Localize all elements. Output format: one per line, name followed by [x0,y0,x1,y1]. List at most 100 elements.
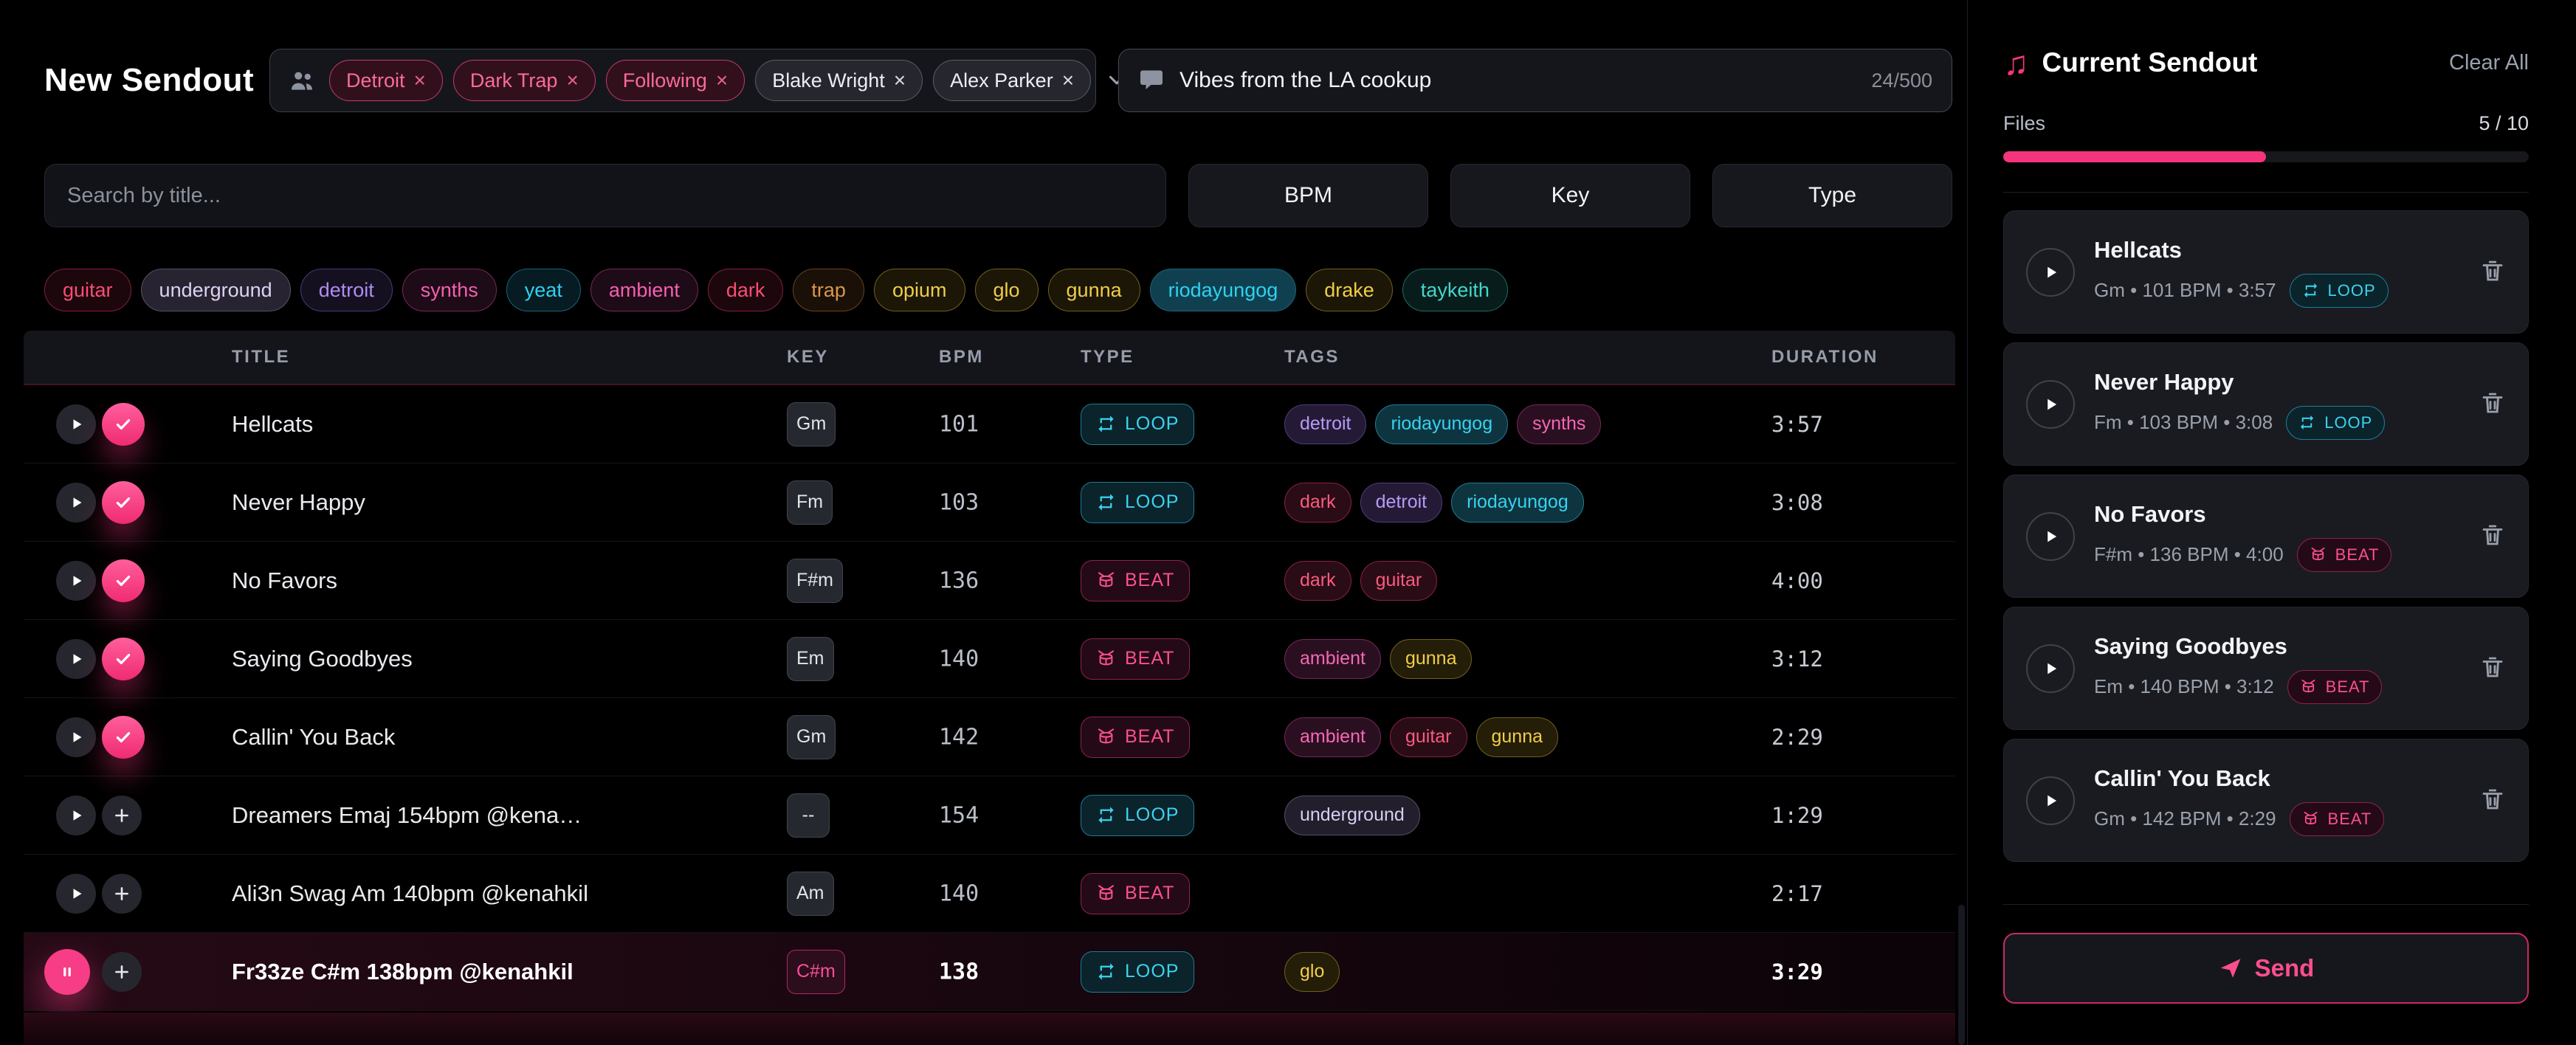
tag-filter-pill[interactable]: synths [402,269,497,311]
add-to-sendout-button[interactable] [102,873,142,914]
item-play-button[interactable] [2026,379,2075,429]
drum-icon [1098,650,1115,666]
added-check-button[interactable] [102,637,145,680]
tag-filter-pill[interactable]: opium [873,269,965,311]
tag-pill[interactable]: dark [1284,560,1351,601]
play-icon [73,731,82,742]
add-to-sendout-button[interactable] [102,951,142,992]
tag-filter-pill[interactable]: ambient [590,269,698,311]
drum-icon [1098,885,1115,900]
pause-icon [63,967,71,976]
item-play-button[interactable] [2026,776,2075,825]
recipient-chip[interactable]: Dark Trap × [452,60,596,101]
message-box[interactable]: 24/500 [1118,49,1952,112]
item-meta: F#m • 136 BPM • 4:00 [2094,543,2284,565]
tag-pill[interactable]: gunna [1475,717,1559,757]
tag-pill[interactable]: guitar [1360,560,1438,601]
clear-all-button[interactable]: Clear All [2449,50,2529,75]
delete-item-button[interactable] [2479,522,2506,551]
recipient-chip[interactable]: Blake Wright × [755,60,923,101]
tag-filter-pill[interactable]: gunna [1047,269,1140,311]
added-check-button[interactable] [102,480,145,524]
added-check-button[interactable] [102,715,145,759]
item-title: Hellcats [2094,236,2182,263]
delete-item-button[interactable] [2479,258,2506,286]
check-icon [116,575,131,586]
remove-chip-icon[interactable]: × [566,69,579,92]
column-header-title: TITLE [232,347,291,367]
play-button[interactable] [56,795,96,835]
trash-icon [2482,525,2503,545]
remove-chip-icon[interactable]: × [413,69,426,92]
tag-pill[interactable]: detroit [1284,404,1367,444]
tag-filter-pill[interactable]: glo [974,269,1039,311]
pause-button[interactable] [44,948,90,995]
tag-pill[interactable]: synths [1517,404,1602,444]
track-list: Hellcats Gm 101 LOOP [0,385,1967,1011]
send-button[interactable]: Send [2003,933,2529,1004]
remove-chip-icon[interactable]: × [1061,69,1075,92]
delete-item-button[interactable] [2479,786,2506,815]
play-button[interactable] [56,482,96,522]
add-to-sendout-button[interactable] [102,795,142,835]
tag-pill[interactable]: gunna [1389,638,1473,679]
tag-filter-pill[interactable]: taykeith [1402,269,1508,311]
track-row: Never Happy Fm 103 LOOP [24,463,1955,542]
track-tags: ambient gunna [1284,638,1473,679]
files-label: Files [2003,112,2046,134]
tag-filter-pill[interactable]: drake [1306,269,1393,311]
play-button[interactable] [56,717,96,757]
tag-filter-pill[interactable]: guitar [44,269,131,311]
tag-pill[interactable]: ambient [1284,638,1381,679]
item-play-button[interactable] [2026,644,2075,693]
key-badge: Am [787,871,834,916]
tag-filter-pill[interactable]: riodayungog [1149,269,1297,311]
play-button[interactable] [56,638,96,679]
loop-icon [2301,415,2314,430]
item-type-label: LOOP [2324,413,2373,432]
tag-pill[interactable]: underground [1284,795,1420,835]
tag-pill[interactable]: dark [1284,482,1351,522]
main-scrollbar[interactable] [1958,905,1965,1045]
item-play-button[interactable] [2026,511,2075,561]
page-title: New Sendout [44,62,255,98]
remove-chip-icon[interactable]: × [893,69,906,92]
tag-pill[interactable]: guitar [1389,717,1467,757]
key-filter-button[interactable]: Key [1450,164,1690,227]
search-input[interactable] [44,164,1166,227]
type-filter-button[interactable]: Type [1712,164,1952,227]
delete-item-button[interactable] [2479,390,2506,418]
drum-icon [2301,680,2315,693]
tag-filter-pill[interactable]: dark [707,269,784,311]
added-check-button[interactable] [102,559,145,602]
recipient-chip[interactable]: Detroit × [329,60,443,101]
delete-item-button[interactable] [2479,654,2506,683]
tag-filter-pill[interactable]: yeat [506,269,581,311]
remove-chip-icon[interactable]: × [715,69,729,92]
tag-pill[interactable]: ambient [1284,717,1381,757]
tag-pill[interactable]: glo [1284,951,1340,992]
recipient-chip[interactable]: Alex Parker × [933,60,1092,101]
drum-icon [1098,572,1115,587]
tag-filter-pill[interactable]: trap [793,269,864,311]
tag-filter-pill[interactable]: underground [140,269,291,311]
recipient-chip[interactable]: Following × [605,60,745,101]
tag-pill[interactable]: riodayungog [1375,404,1509,444]
added-check-button[interactable] [102,402,145,446]
recipients-box[interactable]: Detroit × Dark Trap × Following × [269,49,1125,112]
track-row: Saying Goodbyes Em 140 [24,620,1955,698]
item-meta: Gm • 142 BPM • 2:29 [2094,807,2276,830]
tag-pill[interactable]: detroit [1360,482,1443,522]
play-button[interactable] [56,404,96,444]
tag-pill[interactable]: riodayungog [1451,482,1584,522]
tag-filter-pill[interactable]: detroit [300,269,393,311]
item-play-button[interactable] [2026,247,2075,297]
column-header-duration: DURATION [1771,347,1878,367]
play-button[interactable] [56,560,96,601]
recipient-chip-label: Alex Parker [950,69,1053,92]
plus-icon [115,808,128,822]
play-button[interactable] [56,873,96,914]
message-input[interactable] [1179,68,1857,93]
bpm-filter-button[interactable]: BPM [1188,164,1428,227]
